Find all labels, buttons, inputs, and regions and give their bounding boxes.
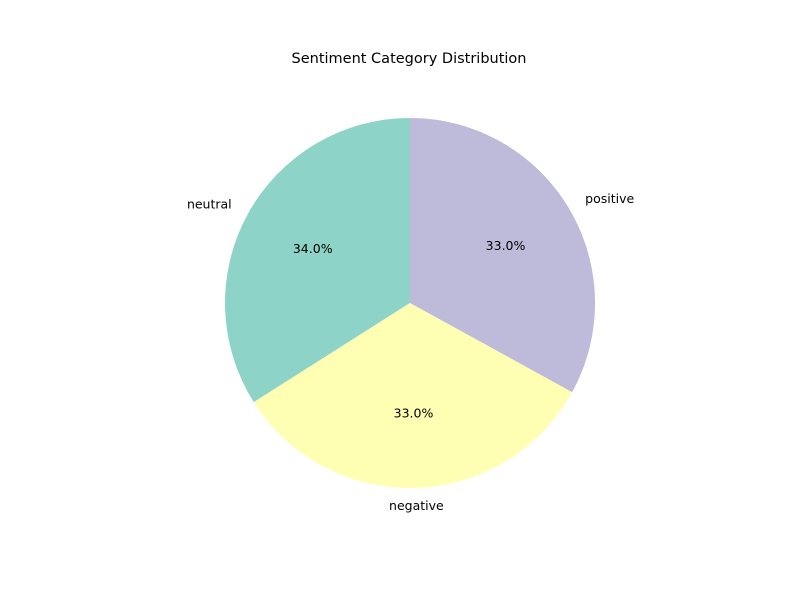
pie-slices xyxy=(224,118,596,489)
slice-label-negative: negative xyxy=(389,498,444,513)
pie-slice-neutral xyxy=(224,118,410,403)
pie-labels: neutral 34.0% negative 33.0% positive 33.0% xyxy=(187,191,635,513)
slice-percent-negative: 33.0% xyxy=(394,405,434,420)
pie-slice-negative xyxy=(253,303,573,489)
slice-label-positive: positive xyxy=(585,191,634,206)
slice-label-neutral: neutral xyxy=(187,196,232,211)
slice-percent-positive: 33.0% xyxy=(486,238,526,253)
chart-title: Sentiment Category Distribution xyxy=(292,51,527,67)
slice-percent-neutral: 34.0% xyxy=(293,241,333,256)
pie-slice-positive xyxy=(410,118,596,393)
